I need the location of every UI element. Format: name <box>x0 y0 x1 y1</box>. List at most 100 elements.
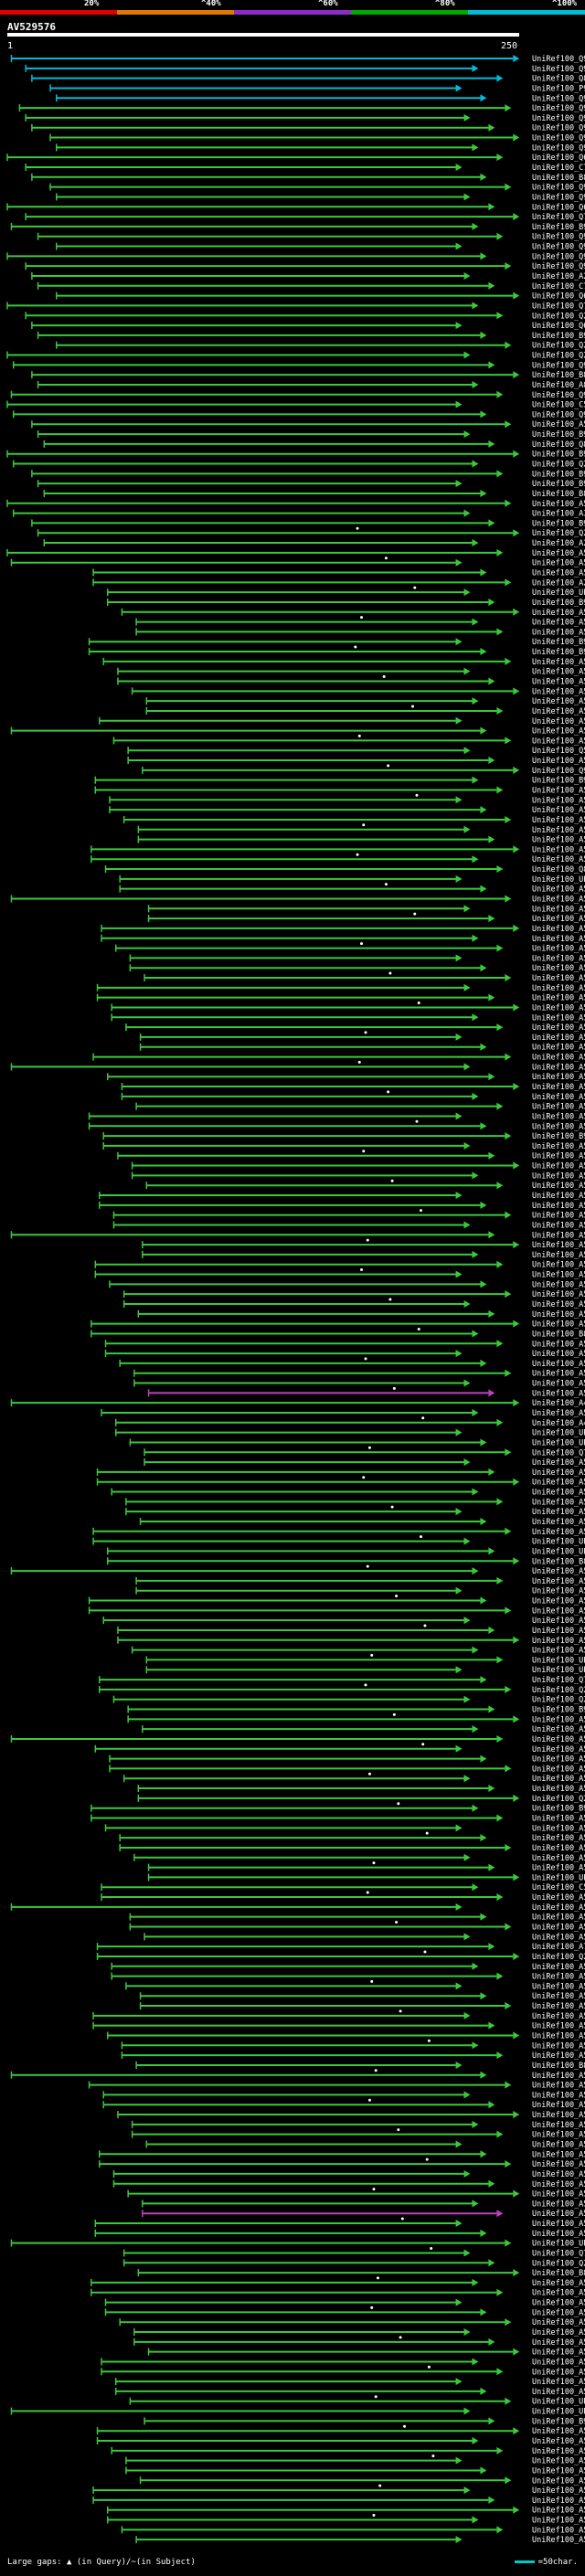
gap-marker <box>356 526 359 530</box>
hit-bar-arrow <box>505 1211 512 1219</box>
hit-label: UniRef100_Q9C697 <box>532 94 585 103</box>
hit-label: UniRef100_A5BE11 <box>532 2180 585 2189</box>
hit-bar-arrow <box>496 470 504 478</box>
hit-label: UniRef100_Q2HHH8 <box>532 529 585 538</box>
hit-label: UniRef100_A5B7T2 <box>532 1003 585 1012</box>
hit-bar-arrow <box>505 341 512 349</box>
hit-bar-arrow <box>496 2288 504 2296</box>
gap-marker <box>362 1150 366 1153</box>
hit-label: UniRef100_A5BED8 <box>532 925 585 934</box>
hit-label: UniRef100_A5BHH8 <box>532 609 585 618</box>
hit-label: UniRef100_B9SFM1 <box>532 1132 585 1141</box>
hit-label: UniRef100_A5B9W0 <box>532 1192 585 1201</box>
hit-label: UniRef100_A5BVH1 <box>532 2457 585 2466</box>
hit-bar-arrow <box>496 865 504 874</box>
hit-label: UniRef100_A5C3H4 <box>532 1893 585 1903</box>
hit-bar-arrow <box>455 1112 463 1120</box>
hit-label: UniRef100_A5BYE3 <box>532 1834 585 1843</box>
hit-bar-arrow <box>480 1992 487 2000</box>
scale-swatch-icon <box>514 2560 535 2563</box>
gap-marker <box>425 1831 429 1835</box>
hit-label: UniRef100_UP1000.. <box>532 1538 585 1547</box>
hit-bar-arrow <box>480 1834 487 1842</box>
hit-label: UniRef100_B9HHH5 <box>532 1805 585 1814</box>
hit-bar-arrow <box>505 104 512 112</box>
hit-label: UniRef100_A5BQN8 <box>532 2299 585 2308</box>
hit-bar-arrow <box>480 1596 487 1605</box>
hit-bar-arrow <box>513 1557 520 1565</box>
hit-bar-arrow <box>496 1182 504 1190</box>
hit-label: UniRef100_A5BBP9 <box>532 945 585 954</box>
hit-bar-arrow <box>480 2466 487 2475</box>
hit-bar-arrow <box>513 608 520 616</box>
hit-label: UniRef100_A5C565 <box>532 2150 585 2159</box>
hit-bar-arrow <box>455 1903 463 1911</box>
hit-bar-arrow <box>488 2101 495 2109</box>
hit-bar-arrow <box>496 1893 504 1902</box>
hit-label: UniRef100_A5BY79 <box>532 1360 585 1369</box>
hit-label: UniRef100_A5AWB4 <box>532 954 585 963</box>
hit-label: UniRef100_A5BL97 <box>532 2121 585 2130</box>
hit-label: UniRef100_A5B9P7 <box>532 2348 585 2358</box>
hit-label: UniRef100_A5B044 <box>532 1854 585 1863</box>
hit-label: UniRef100_B9GSC7 <box>532 223 585 232</box>
hit-bar-arrow <box>505 2318 512 2327</box>
hit-bar-arrow <box>472 2041 479 2050</box>
hit-bar-arrow <box>513 2189 520 2198</box>
hit-bar-arrow <box>480 964 487 972</box>
hit-bar-arrow <box>472 64 479 72</box>
hit-bar-arrow <box>472 776 479 784</box>
hit-label: UniRef100_A5AV60 <box>532 2031 585 2041</box>
hit-label: UniRef100_A5C3T3 <box>532 2289 585 2298</box>
hit-label: UniRef100_A5BN18 <box>532 1054 585 1063</box>
hit-label: UniRef100_A5C8T3 <box>532 2427 585 2436</box>
hit-label: UniRef100_A5AR35 <box>532 2210 585 2219</box>
hit-bar-arrow <box>472 1725 479 1733</box>
hit-bar-arrow <box>455 1428 463 1436</box>
hit-bar-arrow <box>488 2021 495 2030</box>
hit-label: UniRef100_A5BJY6 <box>532 2012 585 2021</box>
hit-bar-arrow <box>480 885 487 893</box>
hit-bar-arrow <box>455 638 463 646</box>
gap-marker <box>421 1416 425 1420</box>
hit-bar-arrow <box>472 1488 479 1496</box>
gap-marker <box>376 2276 379 2280</box>
hit-bar-arrow <box>472 460 479 468</box>
hit-label: UniRef100_A5BHW7 <box>532 1171 585 1181</box>
hit-bar-arrow <box>463 2011 471 2019</box>
hit-label: UniRef100_Q9SKJ4 <box>532 184 585 193</box>
hit-label: UniRef100_A5C5D1 <box>532 2140 585 2149</box>
gap-marker <box>417 1327 420 1330</box>
hit-bar-arrow <box>496 2130 504 2138</box>
hit-label: UniRef100_A5BRH9 <box>532 549 585 558</box>
hit-bar-arrow <box>505 1527 512 1535</box>
hit-bar-arrow <box>513 2031 520 2040</box>
hit-label: UniRef100_A5AKN7 <box>532 1112 585 1121</box>
gap-marker <box>360 616 364 620</box>
hit-bar-arrow <box>463 271 471 280</box>
hit-bar-arrow <box>496 1656 504 1664</box>
hit-label: UniRef100_A5BD62 <box>532 2308 585 2317</box>
hit-bar-arrow <box>488 519 495 527</box>
hit-bar-arrow <box>455 2140 463 2148</box>
hit-label: UniRef100_A5BT18 <box>532 500 585 509</box>
hit-bar-arrow <box>480 1043 487 1051</box>
gap-marker <box>415 1119 419 1123</box>
hit-bar-arrow <box>513 1478 520 1486</box>
hit-label: UniRef100_Q81441 <box>532 440 585 450</box>
gap-marker <box>413 912 417 916</box>
hit-label: UniRef100_Q2WF4 <box>532 1686 585 1695</box>
scale-key-text: =50char. <box>537 2558 578 2567</box>
hit-bar-arrow <box>480 1913 487 1921</box>
hit-bar-arrow <box>463 1695 471 1703</box>
hit-bar-arrow <box>496 786 504 794</box>
hit-label: UniRef100_A5AL29 <box>532 697 585 706</box>
hit-label: UniRef100_A5BY19 <box>532 2170 585 2179</box>
gap-marker <box>419 1535 422 1539</box>
hit-bar-arrow <box>505 183 512 191</box>
hit-bar-arrow <box>472 1804 479 1812</box>
hit-label: UniRef100_A5BTV2 <box>532 1034 585 1043</box>
legend-band <box>117 10 234 15</box>
hit-label: UniRef100_B8ND06 <box>532 2269 585 2278</box>
gap-marker <box>388 1298 392 1301</box>
